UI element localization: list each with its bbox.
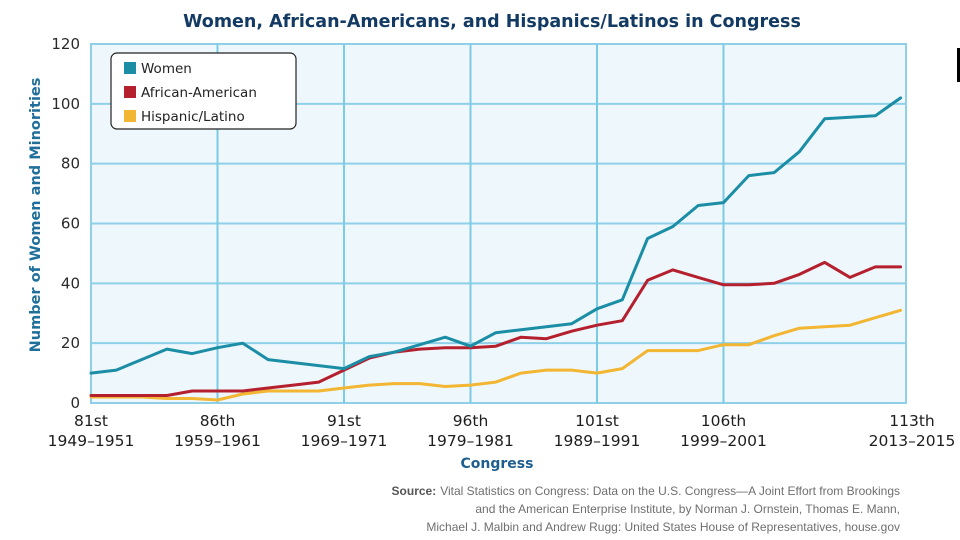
legend-swatch-women: [124, 62, 136, 74]
legend-label: Women: [141, 61, 192, 77]
y-tick-label: 60: [61, 215, 80, 233]
x-tick-label: 81st: [74, 412, 108, 430]
legend-swatch-hispanic-latino: [124, 110, 136, 122]
x-axis-label: Congress: [461, 456, 534, 472]
source-line-2: and the American Enterprise Institute, b…: [475, 502, 900, 516]
y-axis-ticks: 0 20 40 60 80 100 120: [51, 35, 80, 412]
x-tick-years: 1969–1971: [301, 432, 388, 450]
legend-swatch-african-american: [124, 86, 136, 98]
source-note: Source: Vital Statistics on Congress: Dat…: [392, 484, 900, 534]
text-cursor-mark: [957, 48, 960, 82]
legend: Women African-American Hispanic/Latino: [110, 52, 297, 130]
x-tick-label: 113th: [889, 412, 935, 430]
x-tick-label: 86th: [200, 412, 236, 430]
x-tick-years: 1949–1951: [48, 432, 135, 450]
source-line-3: Michael J. Malbin and Andrew Rugg: Unite…: [426, 520, 900, 534]
series-line-hispanic-latino: [89, 308, 903, 402]
x-tick-label: 106th: [701, 412, 747, 430]
x-tick-years: 2013–2015: [869, 432, 956, 450]
y-tick-label: 120: [51, 35, 80, 53]
series-lines: [89, 96, 903, 402]
x-tick-years: 1989–1991: [554, 432, 641, 450]
source-line-1: Source: Vital Statistics on Congress: Dat…: [392, 484, 900, 498]
source-label: Source:: [392, 484, 437, 498]
y-tick-label: 100: [51, 95, 80, 113]
x-tick-label: 101st: [575, 412, 619, 430]
x-tick-years: 1999–2001: [680, 432, 767, 450]
y-axis-label: Number of Women and Minorities: [28, 78, 44, 353]
y-tick-label: 80: [61, 155, 80, 173]
x-tick-years: 1959–1961: [174, 432, 261, 450]
y-tick-label: 20: [61, 334, 80, 352]
legend-items: Women African-American Hispanic/Latino: [124, 61, 257, 125]
grid: [91, 44, 906, 403]
source-text-1: Vital Statistics on Congress: Data on th…: [440, 484, 900, 498]
legend-label: African-American: [141, 85, 257, 101]
series-line-african-american: [89, 260, 903, 397]
legend-box: [110, 52, 297, 130]
x-tick-label: 96th: [453, 412, 489, 430]
y-tick-label: 0: [70, 394, 80, 412]
x-tick-years: 1979–1981: [427, 432, 514, 450]
x-tick-label: 91st: [327, 412, 361, 430]
y-tick-label: 40: [61, 274, 80, 292]
legend-label: Hispanic/Latino: [141, 109, 245, 125]
x-axis-ticks: 81st 1949–1951 86th 1959–1961 91st 1969–1971 9…: [48, 412, 956, 450]
series-line-women: [89, 96, 903, 375]
chart-title: Women, African-Americans, and Hispanics/…: [183, 12, 801, 32]
